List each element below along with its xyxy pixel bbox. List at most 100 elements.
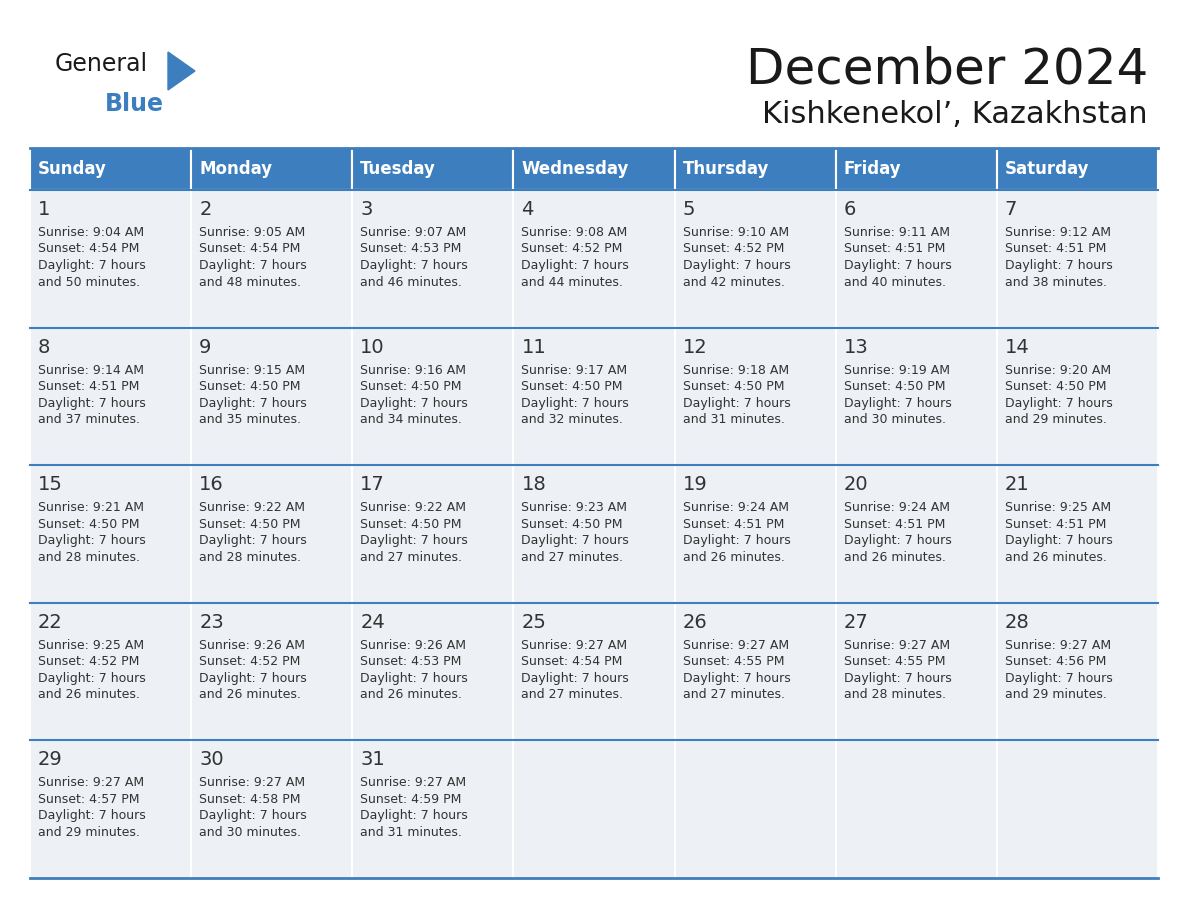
Text: Sunrise: 9:27 AM: Sunrise: 9:27 AM: [38, 777, 144, 789]
Text: Sunset: 4:50 PM: Sunset: 4:50 PM: [683, 380, 784, 393]
Text: 2: 2: [200, 200, 211, 219]
Bar: [353, 328, 513, 465]
Bar: [675, 190, 835, 328]
Text: Daylight: 7 hours: Daylight: 7 hours: [200, 397, 307, 409]
Text: 14: 14: [1005, 338, 1030, 356]
Text: Sunset: 4:50 PM: Sunset: 4:50 PM: [360, 518, 462, 531]
Text: 10: 10: [360, 338, 385, 356]
Text: and 31 minutes.: and 31 minutes.: [360, 826, 462, 839]
Text: 24: 24: [360, 613, 385, 632]
Text: Sunrise: 9:24 AM: Sunrise: 9:24 AM: [683, 501, 789, 514]
Bar: [513, 741, 675, 878]
Text: Sunrise: 9:14 AM: Sunrise: 9:14 AM: [38, 364, 144, 376]
Text: and 34 minutes.: and 34 minutes.: [360, 413, 462, 426]
Bar: [30, 190, 191, 328]
Bar: [513, 148, 675, 190]
Text: 21: 21: [1005, 476, 1030, 494]
Text: Sunset: 4:51 PM: Sunset: 4:51 PM: [38, 380, 139, 393]
Bar: [835, 328, 997, 465]
Text: Daylight: 7 hours: Daylight: 7 hours: [200, 534, 307, 547]
Bar: [997, 741, 1158, 878]
Bar: [191, 603, 353, 741]
Bar: [30, 878, 1158, 918]
Text: Daylight: 7 hours: Daylight: 7 hours: [1005, 259, 1113, 272]
Text: and 27 minutes.: and 27 minutes.: [683, 688, 784, 701]
Text: Sunrise: 9:19 AM: Sunrise: 9:19 AM: [843, 364, 949, 376]
Text: and 27 minutes.: and 27 minutes.: [522, 551, 624, 564]
Bar: [835, 190, 997, 328]
Text: Sunset: 4:54 PM: Sunset: 4:54 PM: [200, 242, 301, 255]
Text: Daylight: 7 hours: Daylight: 7 hours: [1005, 534, 1113, 547]
Text: Daylight: 7 hours: Daylight: 7 hours: [843, 534, 952, 547]
Bar: [997, 603, 1158, 741]
Text: Daylight: 7 hours: Daylight: 7 hours: [38, 534, 146, 547]
Bar: [675, 603, 835, 741]
Text: Tuesday: Tuesday: [360, 160, 436, 178]
Bar: [353, 148, 513, 190]
Text: Daylight: 7 hours: Daylight: 7 hours: [522, 397, 630, 409]
Text: and 30 minutes.: and 30 minutes.: [843, 413, 946, 426]
Text: Sunset: 4:55 PM: Sunset: 4:55 PM: [683, 655, 784, 668]
Text: Daylight: 7 hours: Daylight: 7 hours: [360, 259, 468, 272]
Text: Sunrise: 9:11 AM: Sunrise: 9:11 AM: [843, 226, 949, 239]
Text: Sunrise: 9:25 AM: Sunrise: 9:25 AM: [1005, 501, 1111, 514]
Text: Sunset: 4:50 PM: Sunset: 4:50 PM: [360, 380, 462, 393]
Bar: [30, 148, 191, 190]
Text: Monday: Monday: [200, 160, 272, 178]
Text: 30: 30: [200, 750, 223, 769]
Text: Sunset: 4:52 PM: Sunset: 4:52 PM: [683, 242, 784, 255]
Text: and 26 minutes.: and 26 minutes.: [200, 688, 301, 701]
Text: 13: 13: [843, 338, 868, 356]
Text: Daylight: 7 hours: Daylight: 7 hours: [843, 672, 952, 685]
Text: 5: 5: [683, 200, 695, 219]
Text: Sunset: 4:59 PM: Sunset: 4:59 PM: [360, 793, 462, 806]
Text: Sunset: 4:50 PM: Sunset: 4:50 PM: [38, 518, 139, 531]
Text: Sunset: 4:51 PM: Sunset: 4:51 PM: [843, 242, 946, 255]
Text: 16: 16: [200, 476, 223, 494]
Bar: [997, 328, 1158, 465]
Text: Sunrise: 9:22 AM: Sunrise: 9:22 AM: [200, 501, 305, 514]
Text: 25: 25: [522, 613, 546, 632]
Text: Sunset: 4:51 PM: Sunset: 4:51 PM: [843, 518, 946, 531]
Bar: [835, 465, 997, 603]
Text: Sunset: 4:53 PM: Sunset: 4:53 PM: [360, 655, 462, 668]
Text: Sunrise: 9:27 AM: Sunrise: 9:27 AM: [843, 639, 950, 652]
Text: Sunrise: 9:10 AM: Sunrise: 9:10 AM: [683, 226, 789, 239]
Text: Sunrise: 9:08 AM: Sunrise: 9:08 AM: [522, 226, 627, 239]
Text: Daylight: 7 hours: Daylight: 7 hours: [843, 397, 952, 409]
Bar: [835, 148, 997, 190]
Text: Daylight: 7 hours: Daylight: 7 hours: [683, 534, 790, 547]
Bar: [997, 148, 1158, 190]
Bar: [353, 190, 513, 328]
Text: Daylight: 7 hours: Daylight: 7 hours: [683, 672, 790, 685]
Bar: [997, 465, 1158, 603]
Text: 28: 28: [1005, 613, 1030, 632]
Bar: [191, 190, 353, 328]
Text: 29: 29: [38, 750, 63, 769]
Text: Sunday: Sunday: [38, 160, 107, 178]
Text: Sunrise: 9:27 AM: Sunrise: 9:27 AM: [683, 639, 789, 652]
Bar: [191, 741, 353, 878]
Text: Daylight: 7 hours: Daylight: 7 hours: [38, 397, 146, 409]
Bar: [30, 328, 191, 465]
Text: Daylight: 7 hours: Daylight: 7 hours: [360, 397, 468, 409]
Text: and 48 minutes.: and 48 minutes.: [200, 275, 301, 288]
Text: and 27 minutes.: and 27 minutes.: [522, 688, 624, 701]
Text: Daylight: 7 hours: Daylight: 7 hours: [843, 259, 952, 272]
Bar: [675, 328, 835, 465]
Text: Blue: Blue: [105, 92, 164, 116]
Bar: [353, 603, 513, 741]
Text: Sunset: 4:51 PM: Sunset: 4:51 PM: [683, 518, 784, 531]
Text: Sunrise: 9:26 AM: Sunrise: 9:26 AM: [200, 639, 305, 652]
Text: Sunset: 4:50 PM: Sunset: 4:50 PM: [522, 518, 623, 531]
Text: Sunrise: 9:16 AM: Sunrise: 9:16 AM: [360, 364, 466, 376]
Text: and 26 minutes.: and 26 minutes.: [683, 551, 784, 564]
Polygon shape: [168, 52, 195, 90]
Text: Sunrise: 9:26 AM: Sunrise: 9:26 AM: [360, 639, 466, 652]
Bar: [675, 741, 835, 878]
Text: 31: 31: [360, 750, 385, 769]
Text: 6: 6: [843, 200, 857, 219]
Text: Sunrise: 9:17 AM: Sunrise: 9:17 AM: [522, 364, 627, 376]
Text: Daylight: 7 hours: Daylight: 7 hours: [683, 397, 790, 409]
Text: Sunrise: 9:20 AM: Sunrise: 9:20 AM: [1005, 364, 1111, 376]
